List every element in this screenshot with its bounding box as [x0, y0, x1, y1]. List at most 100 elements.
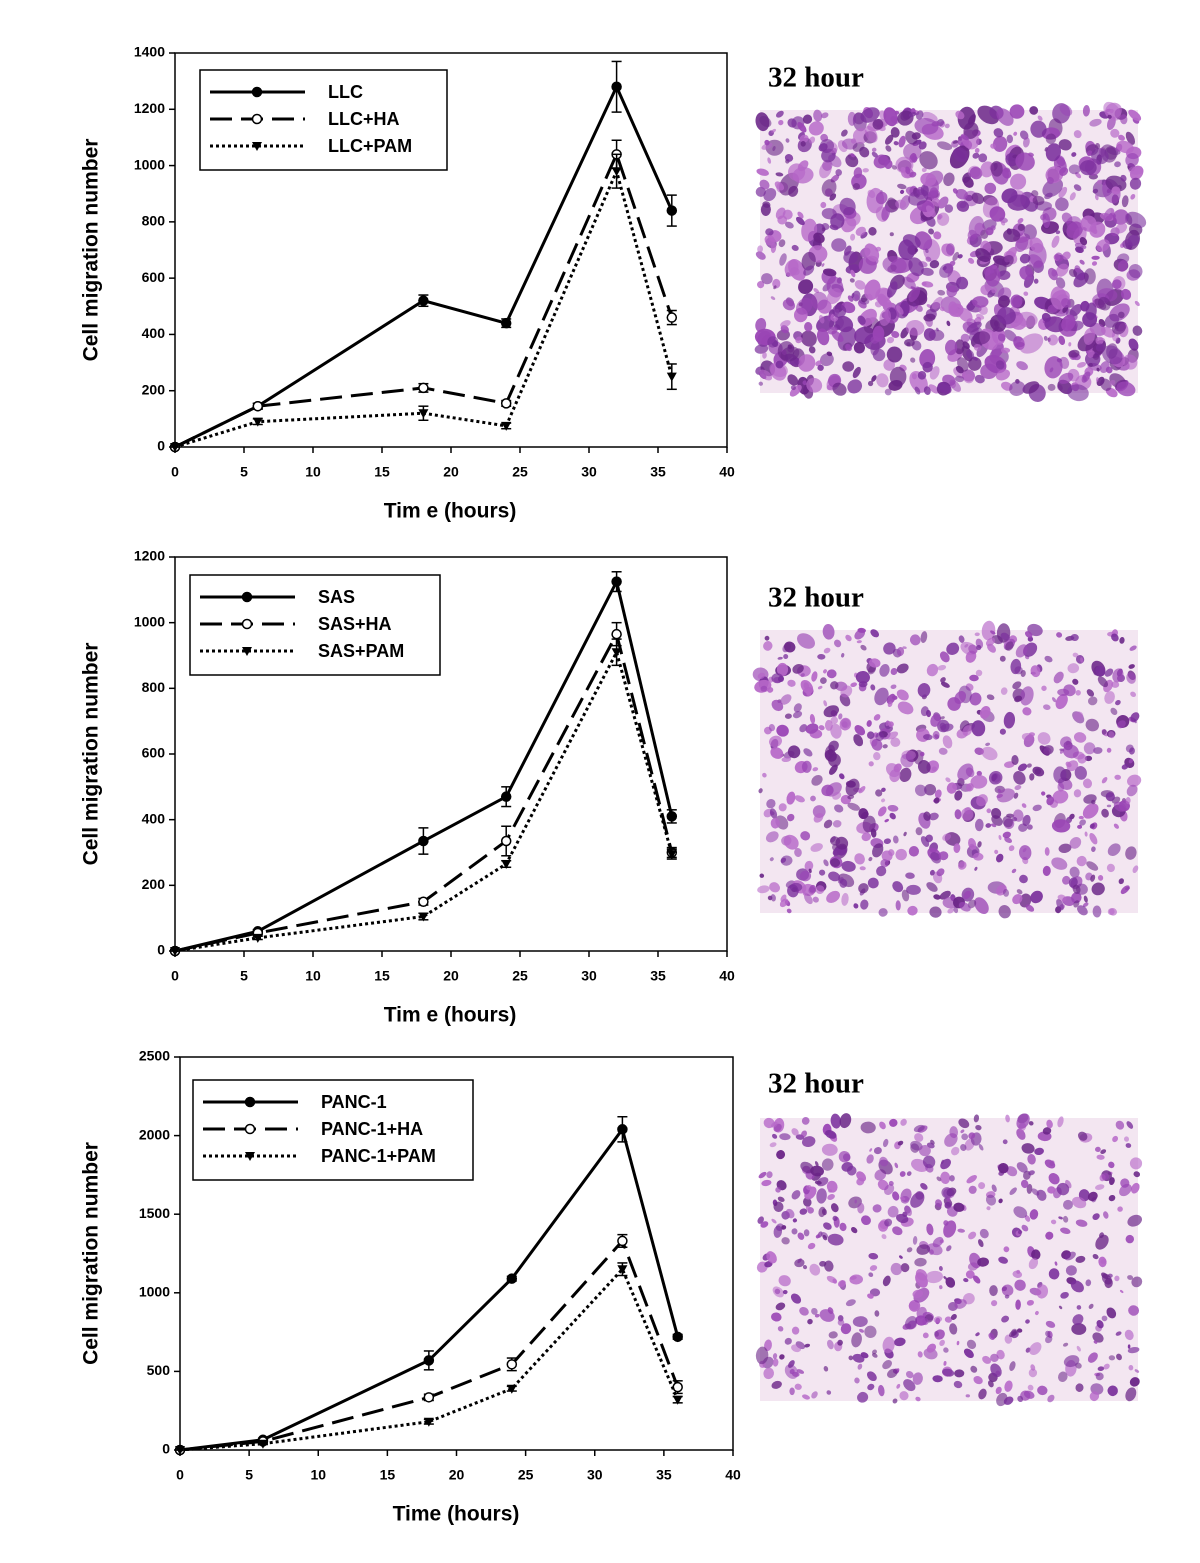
cell — [923, 328, 936, 341]
cell — [932, 1236, 944, 1248]
cell — [912, 1289, 924, 1299]
cell — [1127, 1214, 1142, 1227]
cell — [784, 713, 792, 719]
cell — [784, 259, 799, 277]
cell — [854, 1199, 857, 1204]
cell — [1056, 899, 1064, 911]
cell — [827, 1307, 834, 1315]
y-tick-label: 0 — [157, 438, 165, 454]
cell — [1058, 1216, 1063, 1220]
cell — [1004, 329, 1017, 342]
cell — [1122, 354, 1138, 370]
cell — [998, 1256, 1008, 1264]
marker — [245, 1152, 255, 1161]
cell — [922, 1155, 936, 1169]
cell — [796, 297, 813, 315]
cell — [889, 232, 894, 237]
cell — [777, 1326, 784, 1332]
cell — [972, 331, 991, 345]
cell — [1111, 633, 1119, 642]
cell — [869, 1148, 873, 1152]
marker — [611, 576, 622, 587]
cell — [1073, 900, 1080, 908]
cell — [1019, 874, 1028, 884]
x-tick-label: 10 — [305, 464, 321, 480]
cell — [787, 679, 796, 687]
marker — [252, 142, 262, 151]
x-tick-label: 20 — [443, 968, 459, 984]
cell — [860, 1121, 876, 1134]
y-tick-label: 1000 — [134, 156, 165, 172]
cell — [943, 1361, 947, 1366]
cell — [759, 115, 772, 128]
marker — [672, 1331, 683, 1343]
cell — [978, 1182, 986, 1190]
cell — [963, 1278, 969, 1283]
marker — [611, 81, 622, 93]
cell — [939, 1285, 943, 1290]
cell — [860, 644, 867, 651]
cell — [855, 670, 870, 684]
cell — [905, 319, 925, 336]
cell — [1075, 1255, 1086, 1263]
cell — [847, 794, 855, 800]
cell — [949, 1126, 959, 1139]
cell — [1086, 150, 1093, 157]
cell — [860, 899, 869, 910]
cell — [754, 344, 769, 354]
cell — [1042, 1127, 1052, 1135]
cell — [1082, 803, 1099, 819]
cell — [1084, 831, 1088, 837]
cell — [770, 296, 776, 300]
cell — [935, 1199, 943, 1208]
cell — [1033, 278, 1039, 284]
cell — [755, 251, 766, 260]
micrograph — [755, 1113, 1143, 1407]
cell — [796, 633, 816, 649]
cell — [1082, 312, 1098, 328]
cell — [923, 386, 931, 395]
cell — [1017, 1230, 1023, 1235]
cell — [926, 1223, 934, 1236]
cell — [958, 1118, 970, 1129]
image-caption: 32 hour — [768, 582, 864, 614]
cell — [805, 1206, 812, 1211]
cell — [914, 1257, 927, 1267]
cell — [778, 803, 787, 812]
cell — [799, 1208, 808, 1215]
cell — [1035, 1310, 1039, 1316]
cell — [764, 139, 770, 146]
cell — [1032, 195, 1045, 206]
cell — [1067, 663, 1080, 674]
cell — [821, 179, 837, 197]
cell — [949, 1323, 958, 1335]
cell — [922, 1318, 929, 1326]
cell — [771, 1312, 782, 1322]
cell — [817, 685, 823, 690]
cell — [998, 834, 1002, 841]
cell — [873, 1147, 882, 1155]
cell — [960, 1129, 965, 1134]
cell — [1106, 1307, 1117, 1319]
cell — [799, 134, 809, 143]
cell — [920, 172, 937, 187]
cell — [813, 812, 824, 823]
cell — [887, 1368, 898, 1379]
cell — [802, 892, 808, 896]
cell — [919, 751, 925, 757]
cell — [1101, 729, 1107, 735]
cell — [1025, 1319, 1030, 1324]
cell — [845, 154, 859, 168]
cell — [854, 724, 866, 736]
cell — [1110, 208, 1115, 215]
cell — [755, 1346, 769, 1365]
marker — [500, 398, 512, 409]
cell — [1089, 1391, 1100, 1402]
cell — [933, 894, 941, 900]
cell — [1008, 845, 1015, 852]
cell — [824, 744, 836, 759]
cell — [1112, 209, 1129, 225]
cell — [765, 831, 779, 843]
cell — [1131, 1276, 1143, 1288]
cell — [1068, 268, 1078, 278]
